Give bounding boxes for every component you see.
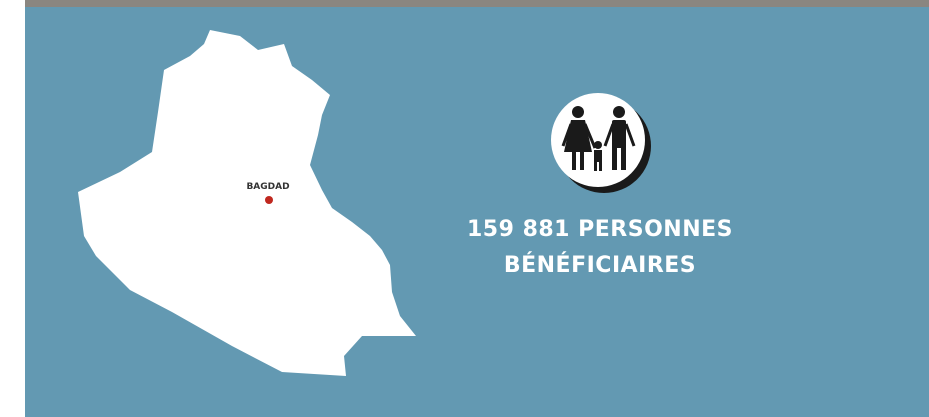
infographic: BAGDAD 159 881 PERSONNES BÉNÉFICIAIRES bbox=[0, 0, 929, 417]
city-dot bbox=[265, 196, 273, 204]
photo-strip bbox=[25, 0, 929, 7]
stat-line: BÉNÉFICIAIRES bbox=[504, 252, 696, 278]
canvas: BAGDAD 159 881 PERSONNES BÉNÉFICIAIRES bbox=[0, 0, 929, 417]
city-label: BAGDAD bbox=[246, 182, 289, 192]
stat-line: 159 881 PERSONNES bbox=[467, 217, 733, 242]
